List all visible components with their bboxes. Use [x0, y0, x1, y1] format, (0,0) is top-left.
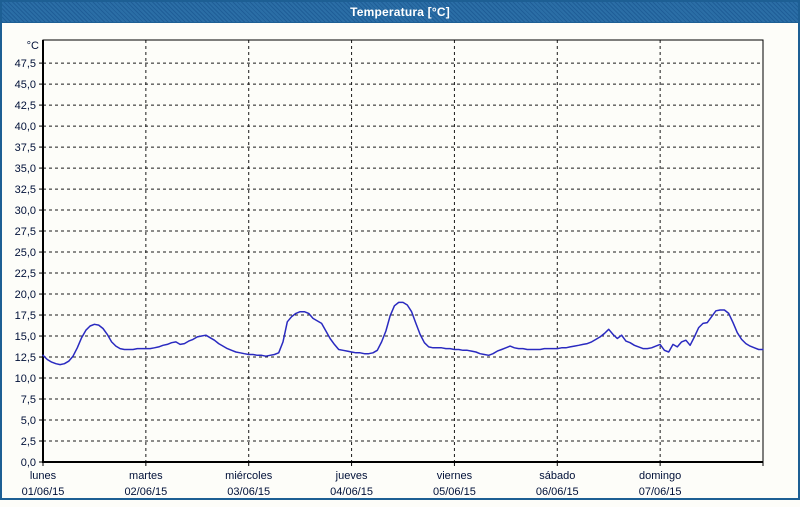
y-tick-label: 2,5 [21, 436, 36, 448]
y-tick-label: 15,0 [15, 331, 36, 343]
x-day-date-label: 07/06/15 [639, 486, 682, 498]
x-day-name-label: miércoles [225, 470, 273, 482]
y-axis-unit-label: °C [27, 40, 39, 52]
y-tick-label: 5,0 [21, 415, 36, 427]
x-day-date-label: 01/06/15 [22, 486, 65, 498]
temperature-line [42, 301, 764, 366]
title-bar[interactable]: Temperatura [°C] [2, 2, 798, 23]
window-title: Temperatura [°C] [350, 5, 450, 19]
x-day-date-label: 02/06/15 [124, 486, 167, 498]
y-tick-label: 25,0 [15, 247, 36, 259]
y-tick-label: 0,0 [21, 457, 36, 469]
y-tick-label: 30,0 [15, 205, 36, 217]
y-tick-label: 40,0 [15, 121, 36, 133]
x-day-name-label: lunes [30, 470, 57, 482]
x-day-name-label: jueves [335, 470, 368, 482]
y-tick-label: 35,0 [15, 163, 36, 175]
x-day-name-label: martes [129, 470, 163, 482]
y-tick-label: 22,5 [15, 268, 36, 280]
y-tick-label: 42,5 [15, 100, 36, 112]
x-day-date-label: 05/06/15 [433, 486, 476, 498]
y-tick-label: 27,5 [15, 226, 36, 238]
y-tick-label: 12,5 [15, 352, 36, 364]
y-tick-label: 32,5 [15, 184, 36, 196]
x-day-date-label: 06/06/15 [536, 486, 579, 498]
y-tick-label: 37,5 [15, 142, 36, 154]
y-tick-label: 7,5 [21, 394, 36, 406]
y-tick-label: 20,0 [15, 289, 36, 301]
x-day-date-label: 03/06/15 [227, 486, 270, 498]
x-day-date-label: 04/06/15 [330, 486, 373, 498]
x-day-name-label: viernes [437, 470, 473, 482]
y-tick-label: 45,0 [15, 79, 36, 91]
y-tick-label: 17,5 [15, 310, 36, 322]
x-day-name-label: sábado [539, 470, 575, 482]
y-tick-label: 10,0 [15, 373, 36, 385]
x-day-name-label: domingo [639, 470, 681, 482]
y-tick-label: 47,5 [15, 58, 36, 70]
